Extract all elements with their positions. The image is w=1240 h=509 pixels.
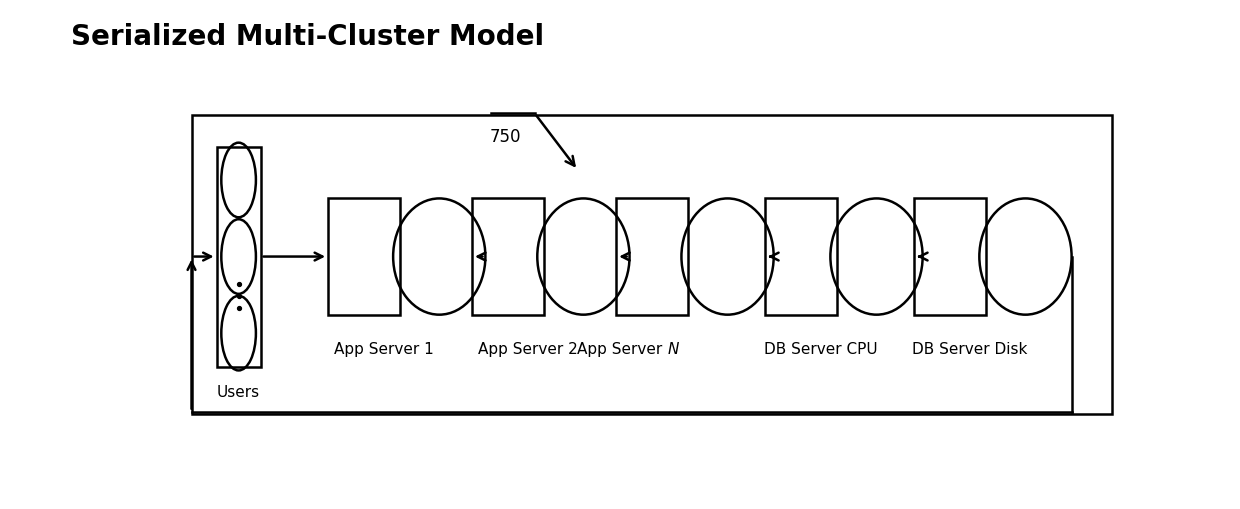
Text: N: N	[667, 342, 678, 356]
Bar	[191, 116, 1112, 414]
Bar	[217, 147, 260, 367]
Text: App Server: App Server	[577, 342, 667, 356]
Text: 750: 750	[490, 128, 522, 146]
Text: DB Server CPU: DB Server CPU	[764, 342, 878, 356]
Bar	[616, 198, 688, 316]
Text: App Server 2: App Server 2	[477, 342, 578, 356]
Bar	[327, 198, 401, 316]
Bar	[765, 198, 837, 316]
Text: Users: Users	[217, 384, 260, 400]
Text: Serialized Multi-Cluster Model: Serialized Multi-Cluster Model	[71, 23, 544, 51]
Bar	[914, 198, 986, 316]
Bar	[472, 198, 544, 316]
Text: DB Server Disk: DB Server Disk	[913, 342, 1028, 356]
Text: App Server 1: App Server 1	[334, 342, 434, 356]
